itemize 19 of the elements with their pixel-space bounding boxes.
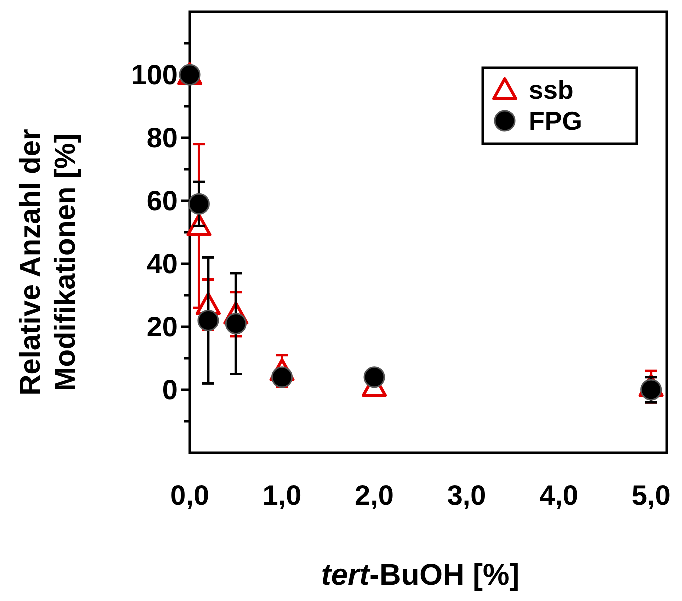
x-tick-label: 5,0 <box>632 480 671 511</box>
point <box>364 366 386 388</box>
legend-label: ssb <box>529 75 574 105</box>
point <box>198 310 220 332</box>
x-tick-label: 1,0 <box>262 480 302 511</box>
y-tick-label: 100 <box>131 60 178 90</box>
x-tick-label: 4,0 <box>540 480 579 511</box>
x-tick-label: 0,0 <box>170 480 210 511</box>
x-tick-label: 2,0 <box>355 480 394 511</box>
y-tick-label: 0 <box>162 374 178 406</box>
legend-label: FPG <box>529 106 582 136</box>
y-tick-label: 20 <box>146 312 178 342</box>
y-tick-label: 60 <box>146 186 178 216</box>
y-axis-title: Relative Anzahl der Modifikationen [%] <box>15 129 82 396</box>
point <box>188 193 210 215</box>
y-tick-label: 80 <box>146 122 178 154</box>
y-tick-label: 40 <box>146 248 178 280</box>
x-axis-title: tert-BuOH [%] <box>321 559 520 592</box>
x-tick-label: 3,0 <box>447 480 486 511</box>
